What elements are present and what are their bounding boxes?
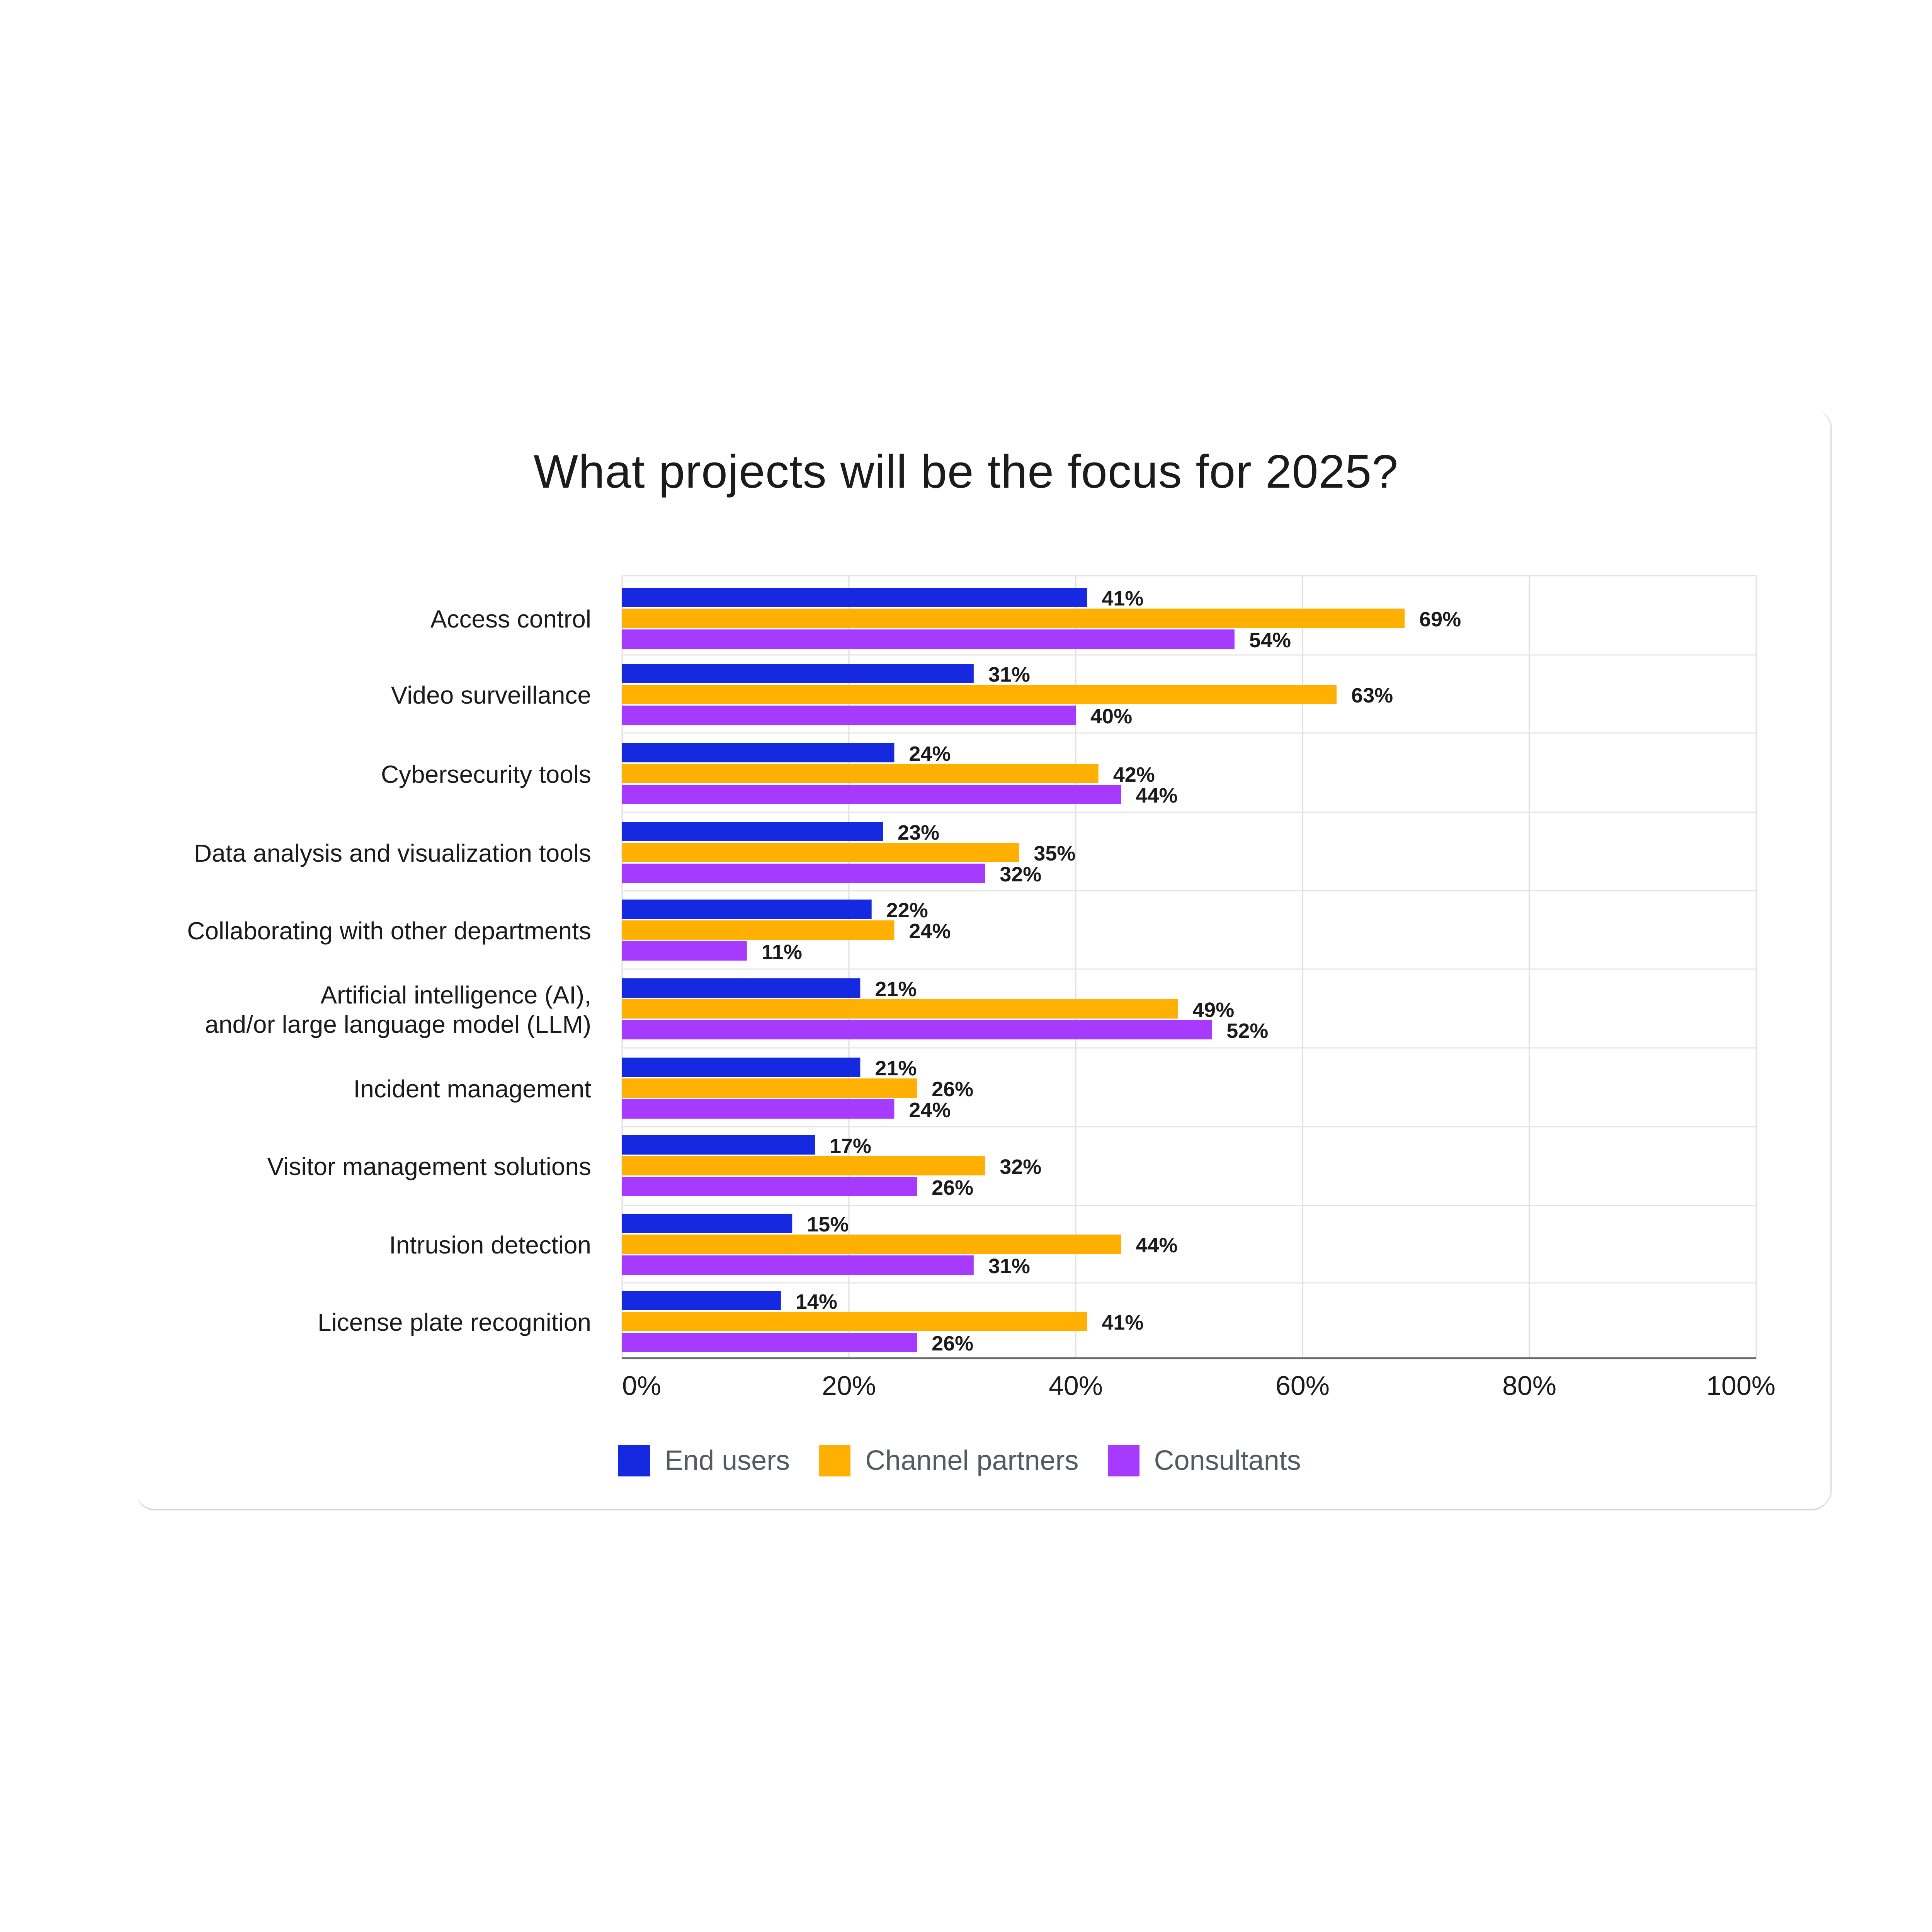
- bar-end-users-0: [622, 588, 1087, 607]
- bar-channel-partners-0: [622, 609, 1405, 628]
- data-label-end-users-8: 15%: [807, 1213, 849, 1236]
- bar-consultants-1: [622, 706, 1076, 725]
- legend-item-end-users: End users: [618, 1445, 790, 1476]
- x-tick-label-80: 80%: [1502, 1371, 1556, 1401]
- bar-consultants-0: [622, 629, 1235, 649]
- chart-title: What projects will be the focus for 2025…: [533, 445, 1399, 498]
- category-label-7: Visitor management solutions: [267, 1153, 591, 1180]
- x-tick-label-100: 100%: [1706, 1371, 1776, 1401]
- data-label-consultants-1: 40%: [1090, 705, 1132, 728]
- data-label-end-users-2: 24%: [909, 742, 951, 765]
- bar-end-users-4: [622, 900, 872, 919]
- data-label-end-users-7: 17%: [830, 1134, 871, 1158]
- data-label-channel-partners-6: 26%: [932, 1078, 973, 1101]
- legend-label-channel-partners: Channel partners: [865, 1445, 1079, 1476]
- data-label-channel-partners-2: 42%: [1113, 763, 1155, 786]
- data-label-end-users-0: 41%: [1102, 587, 1143, 610]
- bar-channel-partners-6: [622, 1078, 917, 1098]
- data-label-consultants-5: 52%: [1226, 1019, 1268, 1043]
- bar-end-users-5: [622, 978, 861, 998]
- x-tick-label-40: 40%: [1049, 1371, 1103, 1401]
- category-label-9: License plate recognition: [318, 1308, 591, 1336]
- bar-channel-partners-2: [622, 764, 1099, 783]
- bar-end-users-6: [622, 1058, 861, 1077]
- data-label-consultants-6: 24%: [909, 1099, 951, 1122]
- data-label-consultants-8: 31%: [988, 1255, 1030, 1278]
- bar-end-users-9: [622, 1291, 781, 1310]
- bar-consultants-5: [622, 1020, 1212, 1039]
- data-label-channel-partners-5: 49%: [1192, 998, 1234, 1022]
- bar-consultants-6: [622, 1099, 895, 1119]
- data-label-channel-partners-3: 35%: [1034, 842, 1075, 865]
- bar-consultants-9: [622, 1333, 917, 1352]
- legend-label-end-users: End users: [665, 1445, 790, 1476]
- data-label-channel-partners-1: 63%: [1351, 684, 1393, 707]
- data-label-consultants-7: 26%: [932, 1176, 973, 1199]
- legend-swatch-consultants: [1107, 1445, 1139, 1476]
- category-label-6: Incident management: [354, 1075, 592, 1103]
- bar-channel-partners-7: [622, 1156, 985, 1175]
- category-label-2: Cybersecurity tools: [381, 760, 591, 788]
- data-label-end-users-5: 21%: [875, 978, 917, 1001]
- data-label-consultants-0: 54%: [1249, 629, 1291, 652]
- legend-item-channel-partners: Channel partners: [819, 1445, 1079, 1476]
- bar-consultants-3: [622, 864, 985, 883]
- data-label-channel-partners-8: 44%: [1136, 1234, 1177, 1257]
- bar-consultants-4: [622, 941, 747, 961]
- data-label-end-users-6: 21%: [875, 1057, 917, 1080]
- data-label-consultants-3: 32%: [1000, 863, 1041, 886]
- bar-channel-partners-3: [622, 843, 1019, 862]
- bar-channel-partners-1: [622, 685, 1337, 704]
- data-label-consultants-9: 26%: [932, 1332, 973, 1355]
- bar-end-users-8: [622, 1214, 793, 1233]
- data-label-end-users-9: 14%: [796, 1290, 837, 1313]
- category-label-3: Data analysis and visualization tools: [194, 839, 591, 867]
- data-label-end-users-3: 23%: [898, 821, 939, 844]
- legend-swatch-end-users: [618, 1445, 650, 1476]
- bar-end-users-2: [622, 743, 895, 762]
- data-label-channel-partners-0: 69%: [1419, 608, 1461, 631]
- bar-channel-partners-8: [622, 1235, 1121, 1254]
- category-label-0: Access control: [430, 605, 591, 633]
- bar-channel-partners-9: [622, 1312, 1087, 1331]
- category-label-5: Artificial intelligence (AI), and/or larg…: [205, 981, 591, 1038]
- data-label-end-users-1: 31%: [988, 663, 1030, 686]
- bar-end-users-7: [622, 1135, 815, 1155]
- category-label-4: Collaborating with other departments: [187, 917, 591, 945]
- data-label-consultants-2: 44%: [1136, 784, 1177, 807]
- legend-item-consultants: Consultants: [1107, 1445, 1301, 1476]
- category-label-1: Video surveillance: [391, 681, 591, 709]
- bar-channel-partners-4: [622, 920, 895, 940]
- data-label-channel-partners-4: 24%: [909, 920, 951, 943]
- legend-label-consultants: Consultants: [1154, 1445, 1301, 1476]
- bar-end-users-1: [622, 664, 974, 683]
- data-label-channel-partners-9: 41%: [1102, 1311, 1143, 1334]
- x-tick-label-60: 60%: [1276, 1371, 1330, 1401]
- bar-consultants-7: [622, 1177, 917, 1196]
- bar-end-users-3: [622, 822, 883, 841]
- bar-consultants-8: [622, 1255, 974, 1275]
- category-label-8: Intrusion detection: [389, 1231, 591, 1259]
- legend-swatch-channel-partners: [819, 1445, 851, 1476]
- x-tick-label-0: 0%: [622, 1371, 661, 1401]
- x-tick-label-20: 20%: [822, 1371, 876, 1401]
- bar-channel-partners-5: [622, 999, 1178, 1019]
- data-label-consultants-4: 11%: [762, 940, 802, 964]
- bar-consultants-2: [622, 785, 1121, 804]
- chart-legend: End users Channel partners Consultants: [618, 1443, 1301, 1478]
- data-label-end-users-4: 22%: [886, 899, 928, 922]
- data-label-channel-partners-7: 32%: [1000, 1155, 1041, 1179]
